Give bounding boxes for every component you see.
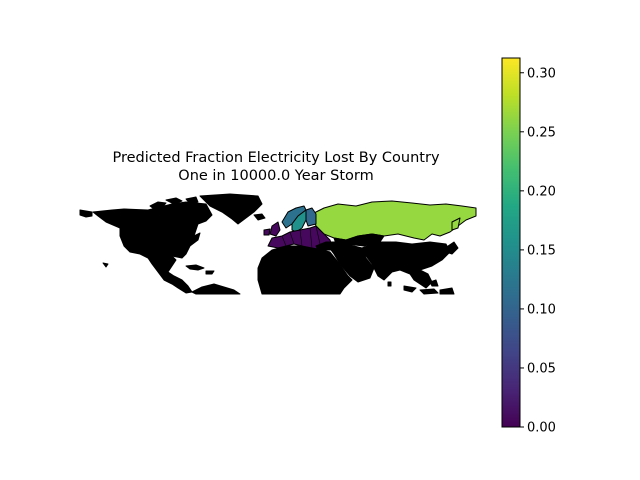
africa-borders xyxy=(269,245,337,295)
southeast-asia-region xyxy=(409,269,433,289)
chart-title-line1: Predicted Fraction Electricity Lost By C… xyxy=(112,150,440,166)
colorbar-tick-label: 0.25 xyxy=(527,125,556,140)
colorbar-tick-label: 0.05 xyxy=(527,361,556,376)
sri-lanka-region xyxy=(387,281,392,287)
colorbar: 0.00 0.05 0.10 0.15 0.20 0.25 0.30 xyxy=(501,57,556,436)
finland-region xyxy=(305,207,317,227)
europe-region xyxy=(267,225,333,251)
colorbar-gradient xyxy=(501,57,521,428)
south-america-region xyxy=(191,283,241,295)
russia-region xyxy=(311,200,477,241)
kamchatka-region xyxy=(451,217,461,231)
greenland-region xyxy=(199,193,263,225)
new-guinea-region xyxy=(439,287,455,295)
africa-region xyxy=(257,245,353,295)
arctic-islands-region xyxy=(149,196,199,210)
chart-title-line2: One in 10000.0 Year Storm xyxy=(178,168,374,184)
indonesia-region xyxy=(403,279,439,295)
cuba-region xyxy=(185,264,215,275)
iceland-region xyxy=(253,213,266,221)
europe-borders xyxy=(281,225,321,249)
middle-east-region xyxy=(327,243,375,283)
asia-borders xyxy=(365,241,429,274)
colorbar-ticks: 0.00 0.05 0.10 0.15 0.20 0.25 0.30 xyxy=(520,66,556,436)
greenland-tip-region xyxy=(79,209,93,218)
hawaii-region xyxy=(102,262,109,268)
colorbar-tick-label: 0.30 xyxy=(527,66,556,81)
turkey-region xyxy=(315,241,345,251)
asia-region xyxy=(361,241,451,281)
colorbar-tick-label: 0.15 xyxy=(527,243,556,258)
ireland-region xyxy=(263,228,271,236)
japan-region xyxy=(445,241,459,255)
world-map xyxy=(79,193,477,295)
colorbar-tick-label: 0.00 xyxy=(527,421,556,436)
sweden-region xyxy=(291,209,307,233)
colorbar-tick-label: 0.10 xyxy=(527,302,556,317)
mexico-region xyxy=(147,255,193,294)
uk-region xyxy=(269,221,281,237)
middle-east-borders xyxy=(345,243,363,269)
usa-region xyxy=(119,227,201,259)
colorbar-tick-label: 0.20 xyxy=(527,184,556,199)
